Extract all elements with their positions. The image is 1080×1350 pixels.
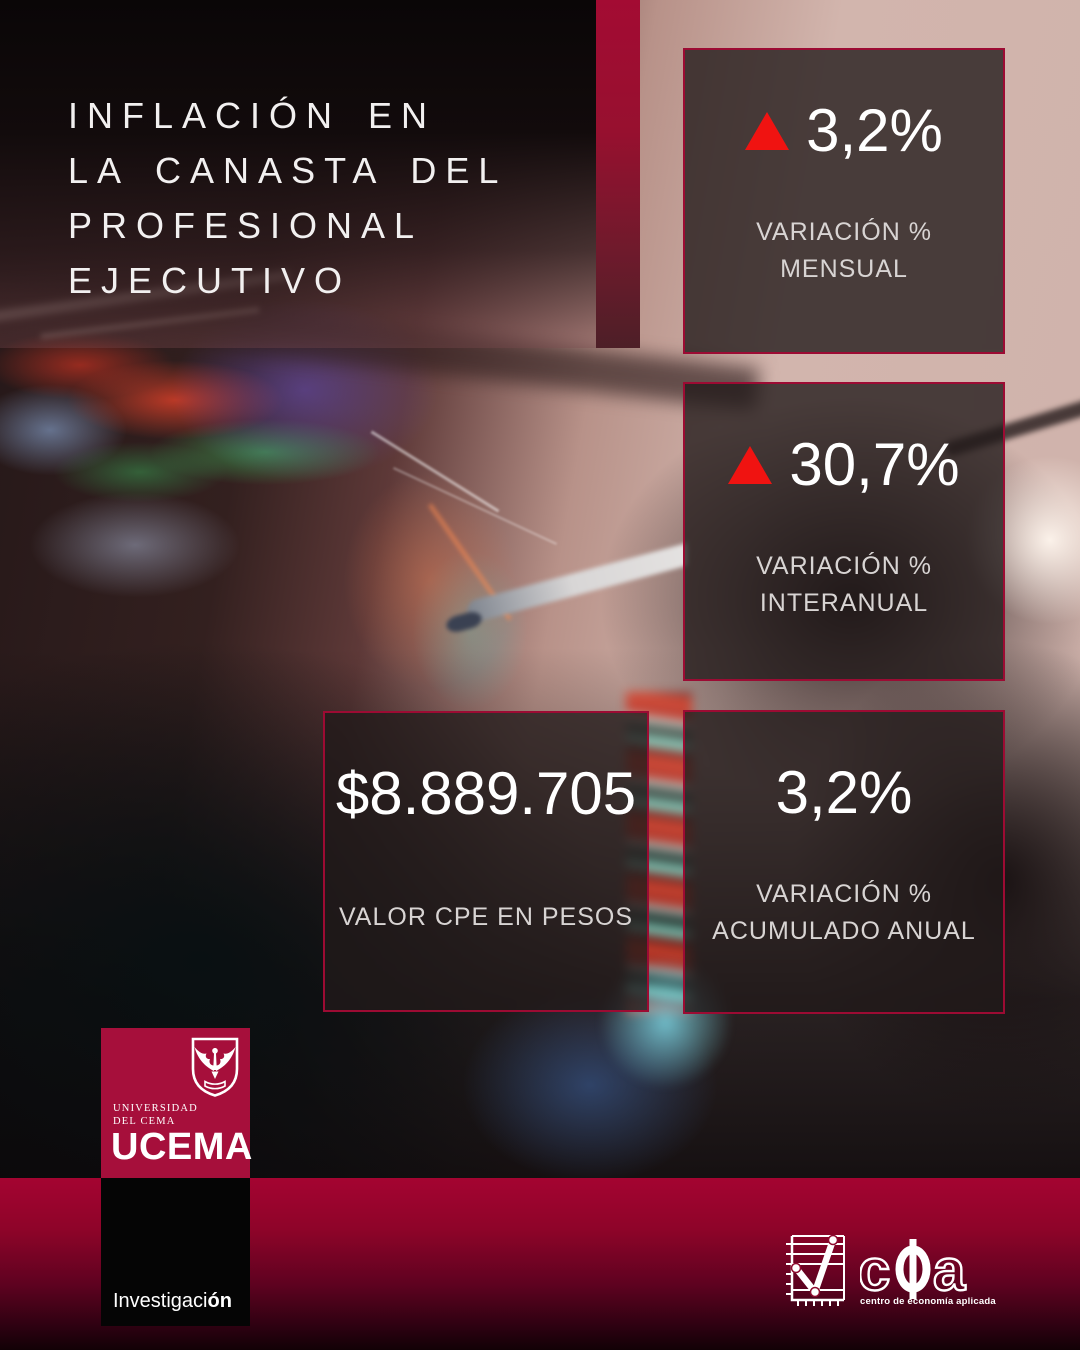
stat-value-row: $8.889.705 xyxy=(325,760,647,827)
title-line-2: LA CANASTA DEL xyxy=(68,150,508,191)
cea-wordmark: c a xyxy=(860,1237,967,1302)
university-name-line: DEL CEMA xyxy=(113,1116,176,1127)
ucema-crest-icon xyxy=(191,1037,239,1097)
cea-tagline: centro de economía aplicada xyxy=(860,1296,996,1307)
university-name-line: UNIVERSIDAD xyxy=(113,1103,198,1114)
up-arrow-icon xyxy=(745,112,790,150)
stat-value: 30,7% xyxy=(789,430,960,498)
cea-letter-c: c xyxy=(860,1238,890,1302)
title-line-1: INFLACIÓN EN xyxy=(68,95,437,136)
stat-label-line: MENSUAL xyxy=(780,255,908,283)
stat-label: VARIACIÓN % MENSUAL xyxy=(691,214,997,288)
stat-card-accumulated-variation: 3,2% VARIACIÓN % ACUMULADO ANUAL xyxy=(683,710,1005,1014)
stat-card-monthly-variation: 3,2% VARIACIÓN % MENSUAL xyxy=(683,48,1005,354)
cea-letter-a: a xyxy=(933,1238,966,1302)
crimson-accent-band xyxy=(596,0,640,348)
stat-value: $8.889.705 xyxy=(335,759,637,827)
stat-value: 3,2% xyxy=(775,758,913,826)
stat-value-row: 3,2% xyxy=(685,759,1003,826)
stat-label-line: VARIACIÓN % xyxy=(756,218,932,246)
stat-label: VARIACIÓN % INTERANUAL xyxy=(691,548,997,622)
stat-label-line: INTERANUAL xyxy=(759,589,929,617)
stat-label-line: VARIACIÓN % xyxy=(756,552,932,580)
stat-card-interannual-variation: 30,7% VARIACIÓN % INTERANUAL xyxy=(683,382,1005,681)
research-block: Investigación xyxy=(101,1178,250,1326)
cea-logo: c a centro de economía aplicada xyxy=(782,1230,997,1312)
university-name: UNIVERSIDAD DEL CEMA xyxy=(113,1102,198,1128)
stat-label: VARIACIÓN % ACUMULADO ANUAL xyxy=(691,876,997,950)
stat-card-cpe-value: $8.889.705 VALOR CPE EN PESOS xyxy=(323,711,649,1012)
stat-value-row: 30,7% xyxy=(685,431,1003,498)
up-arrow-icon xyxy=(728,446,773,484)
stat-value-row: 3,2% xyxy=(685,97,1003,164)
research-label-suffix: ón xyxy=(207,1290,232,1312)
page-title: INFLACIÓN EN LA CANASTA DEL PROFESIONAL … xyxy=(68,88,507,308)
ucema-acronym: UCEMA xyxy=(111,1126,253,1168)
cea-chart-icon xyxy=(786,1234,845,1306)
research-label-prefix: Investigaci xyxy=(113,1290,208,1312)
stat-label: VALOR CPE EN PESOS xyxy=(331,899,641,936)
stat-label-line: ACUMULADO ANUAL xyxy=(712,917,976,945)
research-label: Investigación xyxy=(113,1290,232,1313)
title-line-4: EJECUTIVO xyxy=(68,260,352,301)
stat-value: 3,2% xyxy=(806,96,943,164)
stat-label-line: VALOR CPE EN PESOS xyxy=(338,903,633,931)
title-line-3: PROFESIONAL xyxy=(68,205,424,246)
ucema-logo-block: UNIVERSIDAD DEL CEMA UCEMA xyxy=(101,1028,253,1178)
stat-label-line: VARIACIÓN % xyxy=(756,880,932,908)
